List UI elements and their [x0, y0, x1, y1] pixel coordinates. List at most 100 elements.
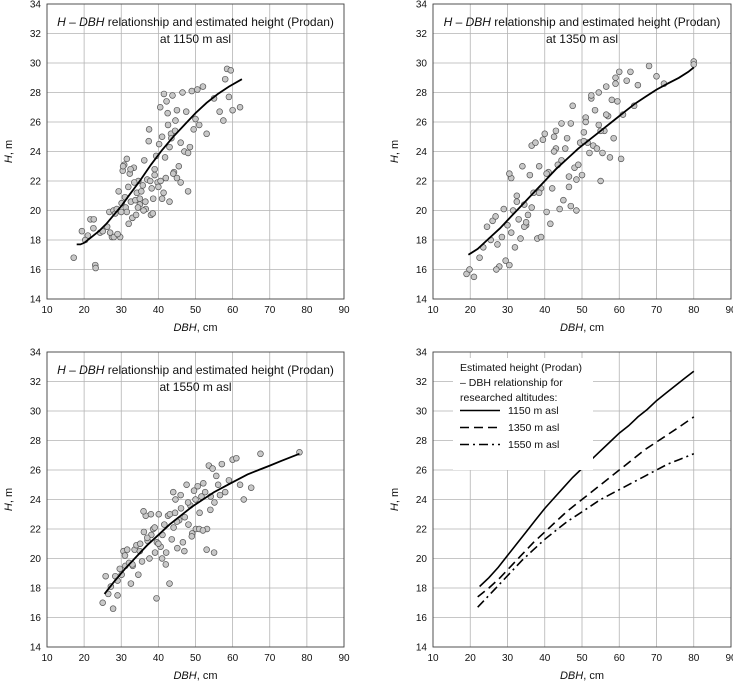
x-axis-label: DBH, cm: [173, 670, 217, 682]
data-point: [166, 198, 173, 205]
plot-frame: [432, 351, 732, 648]
data-point: [192, 115, 199, 123]
data-point: [161, 521, 168, 528]
data-point: [561, 145, 569, 152]
data-point: [233, 454, 240, 462]
chart-title-line: H – DBH relationship and estimated heigh…: [57, 363, 334, 377]
y-axis-label: H, m: [3, 140, 15, 163]
data-point: [186, 143, 194, 151]
data-point: [211, 499, 218, 506]
y-tick-label: 34: [30, 348, 42, 359]
data-point: [140, 207, 147, 214]
data-point: [547, 220, 554, 228]
data-point: [127, 165, 134, 173]
data-point: [602, 83, 610, 90]
data-point: [535, 189, 543, 197]
data-point: [610, 134, 617, 142]
data-point: [158, 133, 166, 141]
series-line: [477, 453, 695, 608]
data-point: [602, 111, 610, 118]
y-tick-label: 24: [30, 147, 42, 158]
data-point: [466, 266, 473, 273]
data-point: [90, 216, 98, 223]
y-tick-label: 18: [416, 236, 428, 247]
x-tick-label: 90: [338, 305, 350, 316]
data-point: [526, 171, 534, 179]
x-tick-label: 80: [688, 653, 700, 664]
y-tick-label: 22: [30, 525, 42, 536]
data-point: [195, 121, 203, 129]
data-point: [560, 196, 567, 204]
y-tick-label: 30: [30, 59, 42, 70]
data-point: [115, 188, 122, 195]
data-point: [517, 235, 524, 242]
data-point: [160, 90, 168, 98]
data-point: [524, 211, 532, 219]
data-point: [617, 155, 625, 163]
y-tick-label: 22: [416, 177, 428, 188]
data-point: [123, 546, 131, 553]
y-tick-label: 18: [30, 584, 42, 595]
y-tick-label: 22: [416, 525, 428, 536]
data-point: [171, 509, 179, 517]
data-point: [489, 217, 496, 225]
y-tick-label: 14: [30, 643, 42, 654]
data-point: [177, 505, 185, 512]
y-tick-label: 32: [416, 377, 428, 388]
data-point: [179, 89, 186, 96]
y-tick-label: 34: [416, 348, 428, 359]
x-tick-label: 30: [116, 305, 128, 316]
data-point: [199, 83, 207, 90]
data-point: [586, 149, 593, 157]
data-point: [151, 549, 159, 556]
data-point: [169, 170, 177, 177]
fit-line: [76, 78, 243, 246]
data-point: [182, 108, 190, 115]
data-point: [500, 205, 508, 213]
data-point: [614, 98, 621, 105]
data-point: [220, 117, 227, 124]
data-point: [169, 488, 177, 496]
y-tick-label: 28: [416, 88, 428, 99]
y-tick-label: 26: [416, 466, 428, 477]
data-point: [515, 216, 522, 223]
legend-title-line: – DBH relationship for: [460, 377, 563, 389]
data-point: [188, 533, 196, 540]
data-point: [136, 195, 144, 202]
data-point: [135, 571, 142, 578]
x-tick-label: 80: [301, 305, 313, 316]
data-point: [121, 552, 129, 559]
data-point: [522, 219, 530, 226]
y-tick-label: 20: [416, 554, 428, 565]
data-point: [203, 130, 210, 138]
series-line: [477, 416, 695, 598]
y-tick-label: 34: [30, 0, 42, 11]
data-point: [164, 121, 172, 129]
legend-title-line: Estimated height (Prodan): [460, 362, 582, 374]
data-point: [494, 241, 501, 248]
data-point: [138, 188, 145, 195]
data-point: [192, 496, 199, 503]
data-point: [201, 488, 209, 496]
data-point: [116, 565, 124, 573]
data-point: [578, 171, 586, 179]
data-point: [158, 195, 166, 202]
data-point: [216, 108, 223, 115]
x-tick-label: 40: [539, 653, 551, 664]
data-point: [532, 139, 539, 146]
data-point: [177, 491, 184, 499]
data-point: [556, 205, 563, 213]
data-point: [156, 103, 164, 111]
fit-line: [467, 66, 695, 256]
data-point: [634, 81, 642, 89]
data-point: [139, 182, 147, 189]
data-point: [136, 540, 144, 547]
x-tick-label: 90: [725, 305, 733, 316]
data-point: [612, 80, 619, 87]
data-point: [147, 511, 155, 518]
data-point: [593, 145, 601, 152]
y-tick-label: 26: [30, 118, 42, 129]
y-tick-label: 28: [416, 436, 428, 447]
data-point: [117, 208, 125, 216]
